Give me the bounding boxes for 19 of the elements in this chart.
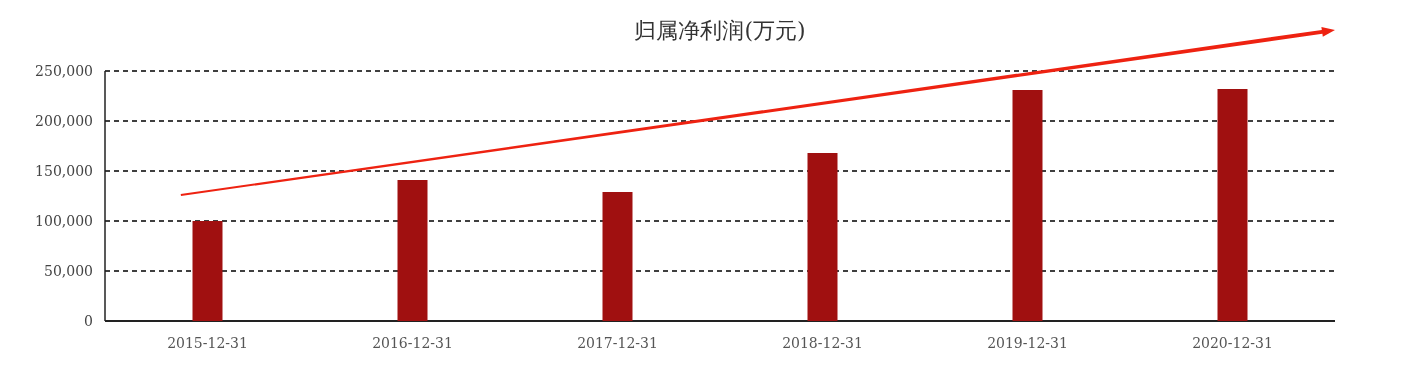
y-tick-label: 50,000 (44, 263, 93, 279)
y-tick-label: 150,000 (35, 163, 93, 179)
x-tick-label: 2020-12-31 (1192, 335, 1273, 351)
x-tick-label: 2017-12-31 (577, 335, 658, 351)
y-tick-label: 200,000 (35, 113, 93, 129)
x-tick-label: 2018-12-31 (782, 335, 863, 351)
bar (1012, 90, 1043, 321)
bar (807, 153, 838, 321)
y-tick-label: 0 (84, 313, 93, 329)
bar (192, 221, 223, 321)
x-tick-label: 2015-12-31 (167, 335, 248, 351)
bar (602, 192, 633, 321)
bar (1217, 89, 1248, 321)
x-tick-label: 2016-12-31 (372, 335, 453, 351)
x-tick-label: 2019-12-31 (987, 335, 1068, 351)
chart-title: 归属净利润(万元) (634, 18, 806, 43)
y-tick-label: 100,000 (35, 213, 93, 229)
bar (397, 180, 428, 321)
y-tick-label: 250,000 (35, 63, 93, 79)
